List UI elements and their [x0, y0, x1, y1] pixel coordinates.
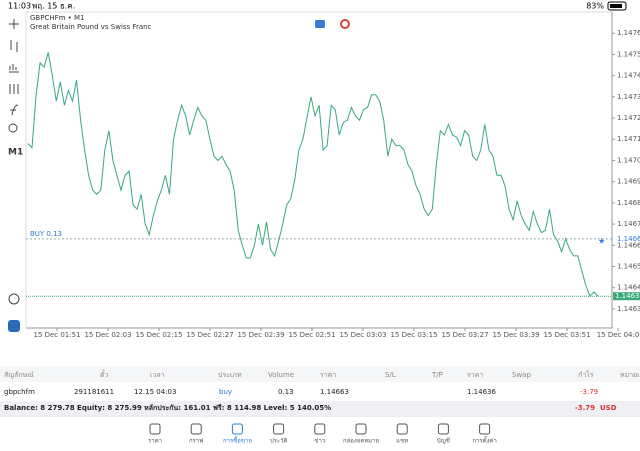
- signal-button[interactable]: [340, 19, 350, 29]
- balance-profit: -3.79: [575, 404, 595, 412]
- buy-marker: ★: [598, 236, 605, 245]
- x-tick-label: 15 Dec 04:0: [597, 331, 640, 339]
- nav-label[interactable]: การซื้อขาย: [223, 435, 252, 445]
- nav-icon[interactable]: [479, 423, 491, 435]
- bars-tool[interactable]: [10, 40, 18, 52]
- left-toolbar: [8, 19, 20, 305]
- column-header: สัญลักษณ์: [4, 371, 34, 379]
- status-date: พฤ. 15 ธ.ค.: [32, 2, 75, 11]
- battery-icon: [607, 1, 627, 11]
- y-tick-label: 1.14680: [617, 199, 640, 207]
- function-tool[interactable]: [10, 104, 19, 116]
- nav-label[interactable]: ประวัติ: [270, 438, 288, 445]
- balance-summary: Balance: 8 279.78 Equity: 8 275.99 หลักป…: [4, 404, 331, 412]
- balance-currency: USD: [600, 404, 617, 412]
- price-line: [27, 52, 599, 298]
- nav-label[interactable]: กล่องจดหมาย: [343, 438, 379, 445]
- status-battery: 83%: [586, 2, 604, 11]
- column-header: หมายเหตุ: [620, 371, 640, 379]
- nav-icon[interactable]: [149, 423, 161, 435]
- table-cell: 1.14663: [320, 388, 349, 396]
- table-cell: 291181611: [74, 388, 114, 396]
- x-tick-label: 15 Dec 02:03: [84, 331, 131, 339]
- y-tick-label: 1.14710: [617, 135, 640, 143]
- column-header: T/P: [431, 371, 443, 379]
- x-tick-label: 15 Dec 03:03: [339, 331, 386, 339]
- column-header: กำไร: [578, 370, 594, 379]
- y-tick-label: 1.14740: [617, 72, 640, 80]
- battery-level: [610, 4, 622, 8]
- app-logo: [8, 320, 20, 332]
- column-header: ราคา: [467, 371, 483, 379]
- table-cell: buy: [219, 388, 232, 396]
- objects-tool[interactable]: [8, 123, 18, 133]
- y-tick-label: 1.14670: [617, 220, 640, 228]
- x-tick-label: 15 Dec 02:51: [288, 331, 335, 339]
- nav-icon[interactable]: [273, 423, 285, 435]
- chart-type-tool[interactable]: [9, 64, 19, 73]
- y-tick-label: 1.14700: [617, 156, 640, 164]
- x-tick-label: 15 Dec 02:39: [237, 331, 284, 339]
- table-cell: gbpchfm: [4, 388, 35, 396]
- crosshair-tool[interactable]: [9, 19, 19, 29]
- buy-label: BUY 0.13: [30, 230, 62, 238]
- x-tick-label: 15 Dec 03:51: [543, 331, 590, 339]
- nav-icon[interactable]: [231, 423, 243, 435]
- table-header-bg: [0, 366, 640, 382]
- column-header: ราคา: [320, 371, 336, 379]
- column-header: ประเภท: [218, 371, 242, 379]
- x-tick-label: 15 Dec 02:15: [135, 331, 182, 339]
- column-header: เวลา: [150, 371, 165, 379]
- y-tick-label: 1.14630: [617, 305, 640, 313]
- y-tick-label: 1.14720: [617, 114, 640, 122]
- nav-label[interactable]: ข่าว: [314, 438, 325, 445]
- column-header: S/L: [385, 371, 396, 379]
- column-header: ตั๋ว: [100, 370, 109, 379]
- x-tick-label: 15 Dec 03:39: [492, 331, 539, 339]
- x-tick-label: 15 Dec 02:27: [186, 331, 233, 339]
- current-price-label: 1.14636: [615, 292, 640, 300]
- y-tick-label: 1.14750: [617, 50, 640, 58]
- trade-button[interactable]: [315, 20, 325, 28]
- y-tick-label: 1.14650: [617, 262, 640, 270]
- nav-icon[interactable]: [314, 423, 326, 435]
- table-cell: -3.79: [580, 388, 598, 396]
- chart-description: Great Britain Pound vs Swiss Franc: [30, 23, 152, 31]
- nav-label[interactable]: กราฟ: [189, 438, 203, 445]
- table-cell: 1.14636: [467, 388, 496, 396]
- x-tick-label: 15 Dec 03:15: [390, 331, 437, 339]
- x-tick-label: 15 Dec 03:27: [441, 331, 488, 339]
- nav-label[interactable]: บัญชี: [437, 437, 450, 445]
- nav-label[interactable]: การตั้งค่า: [472, 435, 496, 445]
- nav-icon[interactable]: [437, 423, 449, 435]
- nav-icon[interactable]: [355, 423, 367, 435]
- nav-icon[interactable]: [396, 423, 408, 435]
- buy-price-label: 1.14663: [617, 235, 640, 243]
- x-tick-label: 15 Dec 01:51: [33, 331, 80, 339]
- y-tick-label: 1.14760: [617, 29, 640, 37]
- nav-label[interactable]: แชท: [396, 438, 408, 445]
- column-header: Volume: [268, 371, 294, 379]
- oneclick-tool[interactable]: [8, 293, 20, 305]
- column-header: Swap: [512, 371, 531, 379]
- y-tick-label: 1.14640: [617, 284, 640, 292]
- table-cell: 12.15 04:03: [134, 388, 176, 396]
- y-tick-label: 1.14730: [617, 93, 640, 101]
- indicators-tool[interactable]: [9, 84, 19, 94]
- y-tick-label: 1.14660: [617, 241, 640, 249]
- current-price-tag: [613, 292, 640, 301]
- balance-bg: [0, 401, 640, 415]
- status-time: 11:03: [8, 2, 31, 11]
- y-tick-label: 1.14690: [617, 178, 640, 186]
- nav-icon[interactable]: [190, 423, 202, 435]
- timeframe[interactable]: M1: [8, 148, 23, 158]
- chart-symbol: GBPCHFm • M1: [30, 14, 85, 22]
- table-cell: 0.13: [278, 388, 294, 396]
- nav-label[interactable]: ราคา: [148, 438, 162, 445]
